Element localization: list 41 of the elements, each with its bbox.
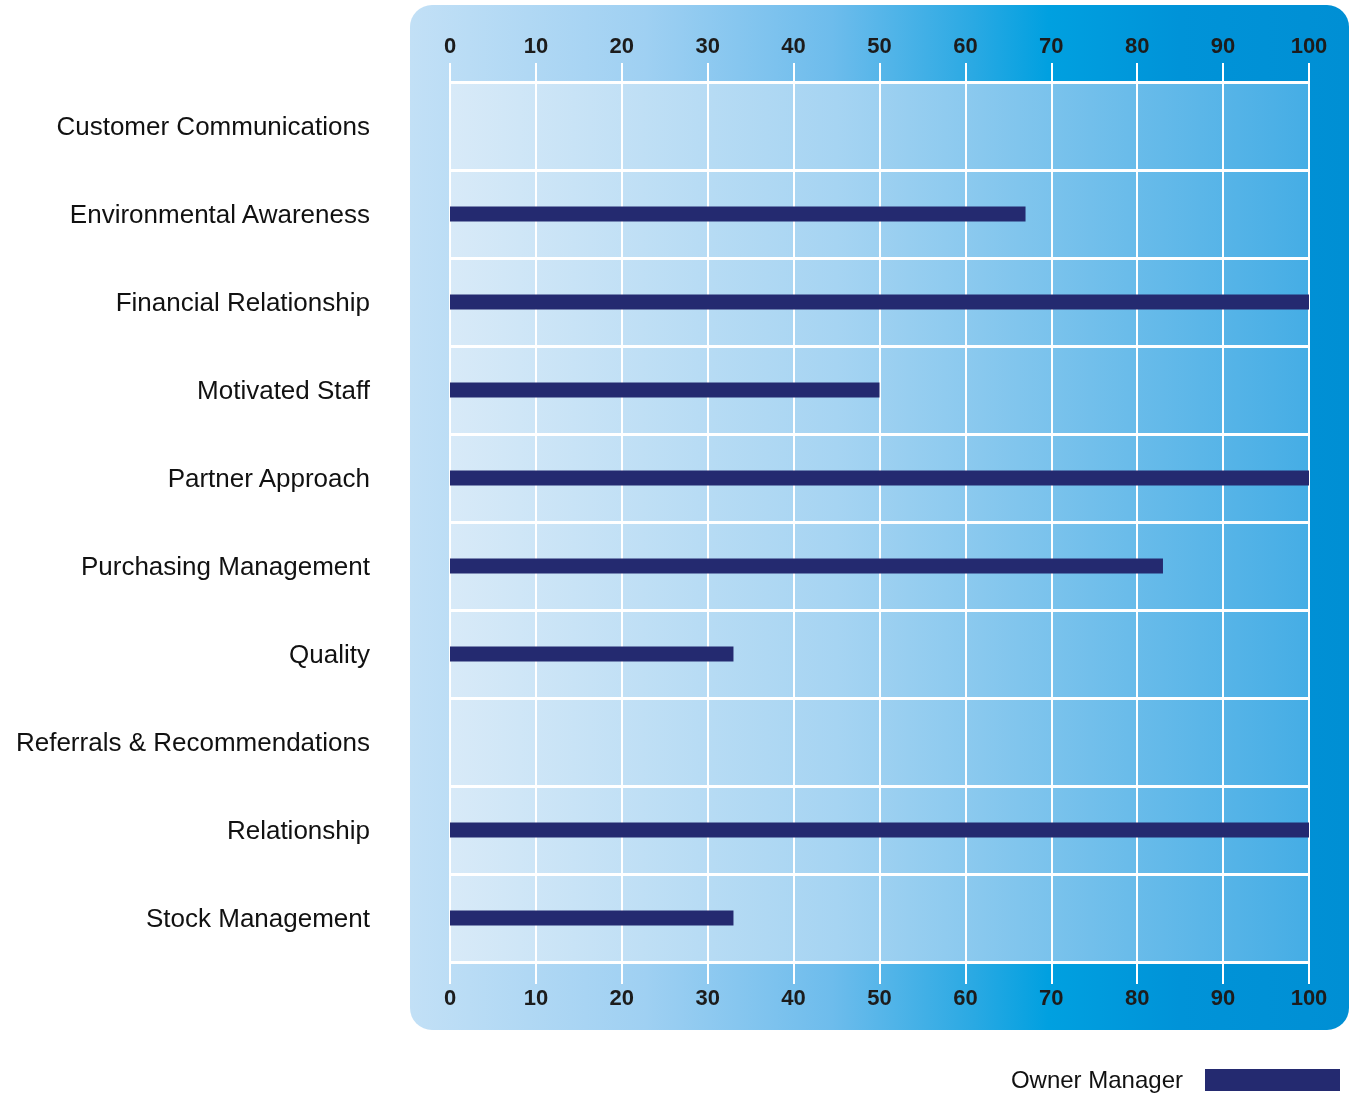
- x-tick-label: 0: [443, 984, 457, 1010]
- y-tick-label: Customer Communications: [56, 111, 370, 141]
- x2-tick-label: 30: [695, 32, 720, 58]
- y-tick-label: Motivated Staff: [197, 375, 371, 405]
- x-tick-label: 70: [1039, 984, 1064, 1010]
- y-tick-label: Stock Management: [145, 903, 371, 933]
- bar: [450, 470, 1309, 486]
- y-tick-label: Quality: [289, 639, 370, 669]
- x-tick-label: 40: [781, 984, 806, 1010]
- bar: [450, 558, 1163, 574]
- bar: [450, 294, 1309, 310]
- x-tick-label: 100: [1290, 984, 1328, 1010]
- x-tick-label: 90: [1210, 984, 1236, 1010]
- text: Owner Manager: [1010, 1066, 1183, 1093]
- x2-tick-label: 20: [609, 32, 635, 58]
- x2-tick-label: 60: [953, 32, 978, 58]
- bar: [450, 206, 1026, 222]
- x2-tick-label: 0: [443, 32, 457, 58]
- x-tick-label: 30: [695, 984, 720, 1010]
- x-tick-label: 10: [523, 984, 549, 1010]
- bar: [450, 646, 734, 662]
- x2-tick-label: 100: [1290, 32, 1328, 58]
- x2-tick-label: 90: [1210, 32, 1236, 58]
- bar: [450, 822, 1309, 838]
- x-tick-label: 60: [953, 984, 978, 1010]
- x2-tick-label: 50: [867, 32, 892, 58]
- y-tick-label: Financial Relationship: [115, 287, 370, 317]
- x2-tick-label: 10: [523, 32, 549, 58]
- y-tick-label: Referrals & Recommendations: [15, 727, 370, 757]
- x2-tick-label: 40: [781, 32, 806, 58]
- x-tick-label: 50: [867, 984, 892, 1010]
- bar: [450, 382, 880, 398]
- y-tick-label: Environmental Awareness: [69, 199, 370, 229]
- x2-tick-label: 70: [1039, 32, 1064, 58]
- y-tick-label: Partner Approach: [167, 463, 370, 493]
- x-tick-label: 20: [609, 984, 635, 1010]
- y-tick-label: Relationship: [226, 815, 370, 845]
- x-tick-label: 80: [1124, 984, 1150, 1010]
- y-tick-label: Purchasing Management: [80, 551, 371, 581]
- bar: [450, 910, 734, 926]
- x2-tick-label: 80: [1124, 32, 1150, 58]
